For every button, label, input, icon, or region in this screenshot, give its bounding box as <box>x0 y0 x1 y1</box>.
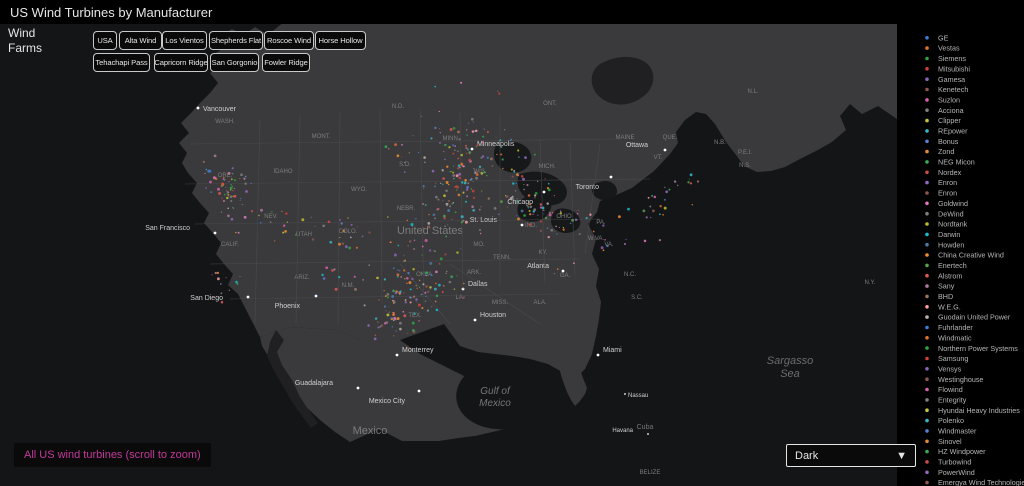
svg-text:UTAH: UTAH <box>296 232 312 238</box>
svg-text:Ottawa: Ottawa <box>626 142 648 149</box>
svg-text:Westinghouse: Westinghouse <box>938 375 983 384</box>
svg-text:Miami: Miami <box>603 347 622 354</box>
svg-text:Siemens: Siemens <box>938 54 966 63</box>
svg-text:HZ Windpower: HZ Windpower <box>938 447 986 456</box>
svg-text:Entegrity: Entegrity <box>938 396 967 405</box>
svg-text:DeWind: DeWind <box>938 209 964 218</box>
svg-text:Guadalajara: Guadalajara <box>295 380 333 387</box>
svg-text:N.C.: N.C. <box>624 272 636 278</box>
svg-text:Vancouver: Vancouver <box>203 106 237 113</box>
svg-text:Bonus: Bonus <box>938 137 959 146</box>
svg-text:GA.: GA. <box>560 273 571 279</box>
svg-text:Flowind: Flowind <box>938 385 963 394</box>
svg-text:Gulf of: Gulf of <box>480 386 511 397</box>
svg-text:Vensys: Vensys <box>938 364 962 373</box>
svg-text:San Diego: San Diego <box>190 295 223 302</box>
svg-text:WASH.: WASH. <box>215 119 235 125</box>
svg-text:San Francisco: San Francisco <box>145 225 190 232</box>
svg-text:Fuhrlander: Fuhrlander <box>938 323 973 332</box>
svg-text:IDAHO: IDAHO <box>273 169 292 175</box>
svg-text:Turbowind: Turbowind <box>938 458 971 467</box>
svg-text:Enertech: Enertech <box>938 261 967 270</box>
svg-text:MONT.: MONT. <box>312 134 331 140</box>
svg-text:Sea: Sea <box>780 368 800 380</box>
svg-text:Sany: Sany <box>938 282 955 291</box>
svg-text:Mexico: Mexico <box>353 425 388 437</box>
svg-text:MAINE: MAINE <box>615 135 634 141</box>
svg-text:NEV.: NEV. <box>264 214 278 220</box>
svg-text:Acciona: Acciona <box>938 106 964 115</box>
svg-text:CALIF.: CALIF. <box>221 242 239 248</box>
svg-text:VT.: VT. <box>654 155 663 161</box>
svg-text:Gamesa: Gamesa <box>938 75 965 84</box>
svg-text:Mitsubishi: Mitsubishi <box>938 64 970 73</box>
svg-text:Hyundai Heavy Industries: Hyundai Heavy Industries <box>938 406 1020 415</box>
svg-text:Goldwind: Goldwind <box>938 199 968 208</box>
svg-text:Chicago: Chicago <box>507 199 533 206</box>
svg-text:ALA.: ALA. <box>533 300 546 306</box>
svg-text:BELIZE: BELIZE <box>640 470 661 476</box>
svg-text:Nordex: Nordex <box>938 168 962 177</box>
svg-text:Mexico City: Mexico City <box>369 398 406 405</box>
svg-text:BHD: BHD <box>938 292 953 301</box>
svg-text:Vestas: Vestas <box>938 44 960 53</box>
svg-text:P.E.I.: P.E.I. <box>738 150 752 156</box>
svg-text:Kenetech: Kenetech <box>938 85 968 94</box>
svg-text:N.M.: N.M. <box>342 283 355 289</box>
svg-text:Howden: Howden <box>938 240 964 249</box>
svg-text:MO.: MO. <box>473 242 485 248</box>
svg-text:GE: GE <box>938 33 949 42</box>
svg-text:N.B.: N.B. <box>714 140 726 146</box>
svg-text:REpower: REpower <box>938 127 968 136</box>
svg-text:Clipper: Clipper <box>938 116 961 125</box>
svg-text:Mexico: Mexico <box>479 398 511 409</box>
svg-text:Havana: Havana <box>612 428 633 434</box>
svg-text:Windmaster: Windmaster <box>938 427 977 436</box>
svg-text:Guodain United Power: Guodain United Power <box>938 313 1011 322</box>
svg-text:MISS.: MISS. <box>492 300 509 306</box>
svg-text:ONT.: ONT. <box>543 101 557 107</box>
svg-text:Enron: Enron <box>938 178 957 187</box>
svg-text:Nassau: Nassau <box>628 393 648 399</box>
svg-text:Atlanta: Atlanta <box>527 263 549 270</box>
svg-text:COLO.: COLO. <box>339 229 358 235</box>
svg-text:Zond: Zond <box>938 147 954 156</box>
svg-text:Cuba: Cuba <box>637 424 654 431</box>
svg-text:Houston: Houston <box>480 312 506 319</box>
svg-text:Windmatic: Windmatic <box>938 333 972 342</box>
svg-text:KY.: KY. <box>539 250 548 256</box>
svg-text:Northern Power Systems: Northern Power Systems <box>938 344 1018 353</box>
svg-text:WYO.: WYO. <box>351 187 367 193</box>
svg-text:ARK.: ARK. <box>467 270 481 276</box>
svg-text:N.L.: N.L. <box>747 89 758 95</box>
svg-text:Monterrey: Monterrey <box>402 347 434 354</box>
svg-text:Polenko: Polenko <box>938 416 964 425</box>
svg-text:NEG Micon: NEG Micon <box>938 158 975 167</box>
svg-text:Sargasso: Sargasso <box>767 355 813 367</box>
svg-text:N.S.: N.S. <box>739 163 751 169</box>
svg-text:Samsung: Samsung <box>938 354 968 363</box>
svg-text:S.D.: S.D. <box>399 162 411 168</box>
svg-text:N.Y.: N.Y. <box>865 280 876 286</box>
svg-text:Suzlon: Suzlon <box>938 96 960 105</box>
svg-text:Nordtank: Nordtank <box>938 220 968 229</box>
svg-text:PA.: PA. <box>596 220 606 226</box>
svg-text:Darwin: Darwin <box>938 230 960 239</box>
svg-text:W.VA.: W.VA. <box>588 236 605 242</box>
svg-text:N.D.: N.D. <box>392 104 404 110</box>
svg-text:PowerWind: PowerWind <box>938 468 975 477</box>
svg-text:VA.: VA. <box>604 242 614 248</box>
svg-text:China Creative Wind: China Creative Wind <box>938 251 1004 260</box>
svg-text:IND.: IND. <box>525 223 537 229</box>
svg-text:Toronto: Toronto <box>576 184 599 191</box>
svg-text:Alstrom: Alstrom <box>938 271 962 280</box>
svg-text:ORE.: ORE. <box>218 173 233 179</box>
svg-text:NEBR.: NEBR. <box>397 206 416 212</box>
svg-text:Emergya Wind Technologies: Emergya Wind Technologies <box>938 478 1024 486</box>
svg-text:QUE.: QUE. <box>663 135 678 141</box>
svg-text:Enron: Enron <box>938 189 957 198</box>
svg-text:S.C.: S.C. <box>631 295 643 301</box>
svg-text:Sinovel: Sinovel <box>938 437 962 446</box>
svg-text:W.E.G.: W.E.G. <box>938 302 961 311</box>
